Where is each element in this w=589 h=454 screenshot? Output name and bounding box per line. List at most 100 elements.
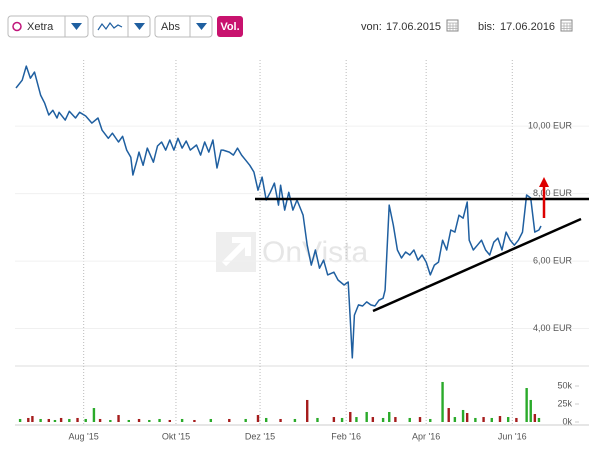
volume-bar xyxy=(264,417,268,422)
to-calendar[interactable] xyxy=(560,19,573,32)
volume-bar xyxy=(137,418,141,422)
volume-bar xyxy=(244,418,247,422)
line-icon xyxy=(97,21,123,31)
volume-bar xyxy=(332,417,336,422)
volume-bar xyxy=(537,417,541,422)
exchange-select[interactable] xyxy=(7,15,89,38)
volume-bar xyxy=(39,418,42,422)
volume-button-label: Vol. xyxy=(220,21,239,33)
volume-bar xyxy=(429,418,432,422)
plot: Aug '15 Okt '15 Dez '15 Feb '16 Apr '16 Jun '… xyxy=(15,60,589,441)
arrow-head xyxy=(539,177,549,187)
from-date: 17.06.2015 xyxy=(386,21,441,33)
trend-line xyxy=(372,217,582,313)
dropdown-arrow xyxy=(134,23,145,30)
volume-bar xyxy=(490,417,493,422)
volume-bar xyxy=(525,388,528,422)
y-tick-label: 10,00 EUR xyxy=(528,121,573,131)
mode-label: Abs xyxy=(161,21,180,33)
volume-bar xyxy=(53,419,57,422)
volume-bar xyxy=(293,418,297,422)
exchange-label: Xetra xyxy=(27,21,54,33)
volume-bar xyxy=(441,381,444,422)
mode-select[interactable] xyxy=(154,15,213,38)
volume-bar xyxy=(465,413,469,422)
volume-bar xyxy=(228,418,231,422)
volume-bar xyxy=(68,418,71,422)
calendar-grid xyxy=(561,22,572,31)
volume-bar xyxy=(365,411,368,422)
volume-bar xyxy=(394,417,397,422)
toolbar: Xetra Abs Vol. von: 17.06.2015 bis: 17.0… xyxy=(7,15,573,38)
x-tick-label: Jun '16 xyxy=(498,431,527,441)
volume-tick-label: 25k xyxy=(557,398,572,408)
volume-bar xyxy=(418,417,422,422)
y-tick-label: 6,00 EUR xyxy=(533,255,573,265)
y-tick-label: 8,00 EUR xyxy=(533,188,573,198)
volume-bar xyxy=(371,417,375,422)
volume-bar xyxy=(529,399,532,422)
volume-bar xyxy=(256,415,260,422)
volume-bar xyxy=(515,417,518,422)
volume-bar xyxy=(31,416,34,422)
watermark: OnVista xyxy=(216,232,368,272)
x-tick-label: Aug '15 xyxy=(69,431,99,441)
volume-bar xyxy=(316,417,319,422)
volume-bar xyxy=(355,417,358,422)
to-label: bis: xyxy=(478,21,495,33)
calendar-grid xyxy=(447,22,458,31)
volume-bar xyxy=(27,417,30,422)
to-date: 17.06.2016 xyxy=(500,21,555,33)
volume-tick-label: 50k xyxy=(557,380,572,390)
volume-bar xyxy=(84,418,87,422)
volume-bar xyxy=(98,418,102,422)
exchange-icon xyxy=(12,21,22,32)
volume-button[interactable] xyxy=(217,16,243,37)
volume-bar xyxy=(474,417,477,422)
volume-bar xyxy=(349,411,352,422)
volume-bar xyxy=(388,411,391,422)
volume-bar xyxy=(340,417,344,422)
drawings xyxy=(255,177,589,313)
volume-bar xyxy=(381,417,385,422)
volume-bar xyxy=(482,417,485,422)
volume-bar xyxy=(180,418,184,422)
volume-bar xyxy=(498,416,502,422)
x-tick-label: Okt '15 xyxy=(162,431,190,441)
volume-bar xyxy=(279,418,282,422)
volume-bar xyxy=(47,418,51,422)
volume-bar xyxy=(506,417,510,422)
x-tick-label: Feb '16 xyxy=(331,431,361,441)
y-tick-label: 4,00 EUR xyxy=(533,323,573,333)
x-tick-label: Apr '16 xyxy=(412,431,440,441)
from-calendar[interactable] xyxy=(446,19,459,32)
calendar-icon[interactable] xyxy=(560,19,573,32)
volume-bar xyxy=(447,408,450,422)
dropdown-arrow xyxy=(71,23,82,30)
volume-bar xyxy=(533,414,537,422)
volume-bar xyxy=(76,417,79,422)
x-tick-label: Dez '15 xyxy=(245,431,275,441)
volume-bar xyxy=(453,417,457,422)
volume-bar xyxy=(158,418,161,422)
volume-bar xyxy=(168,419,172,422)
price-line xyxy=(15,65,542,359)
volume-bar xyxy=(209,418,213,422)
volume-bar xyxy=(92,408,96,422)
volume-bar xyxy=(408,417,411,422)
volume-bar xyxy=(193,419,196,422)
volume-bar xyxy=(148,419,151,422)
calendar-icon[interactable] xyxy=(446,19,459,32)
from-label: von: xyxy=(361,21,382,33)
volume-tick-label: 0k xyxy=(562,416,572,426)
volume-bar xyxy=(306,399,309,422)
volume-bar xyxy=(461,409,465,422)
volume-bar xyxy=(59,417,63,422)
volume-bar xyxy=(18,418,22,422)
volume-bar xyxy=(117,415,120,422)
dropdown-arrow xyxy=(196,23,207,30)
volume-bar xyxy=(127,419,130,422)
volume-bar xyxy=(109,419,112,422)
